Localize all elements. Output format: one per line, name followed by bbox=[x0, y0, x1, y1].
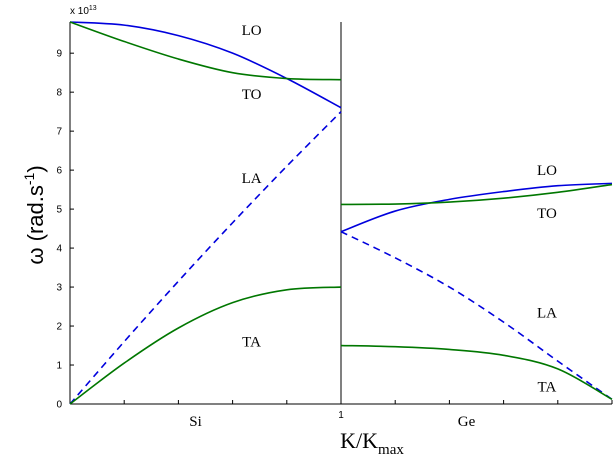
region-label-ge: Ge bbox=[458, 414, 476, 430]
label-layer: Si Ge LO TO LA TA LO TO LA TA bbox=[189, 23, 557, 430]
series-line-5 bbox=[340, 183, 613, 206]
y-exponent-power: 13 bbox=[89, 5, 97, 12]
axes-layer: 0 1 2 3 4 5 6 7 8 9 1 bbox=[56, 22, 613, 421]
series-line-3 bbox=[69, 286, 342, 405]
series-line-0 bbox=[69, 21, 342, 109]
branch-label-lo: LO bbox=[242, 23, 262, 39]
y-axis-label-main: ω (rad.s bbox=[23, 185, 48, 265]
y-tick-label: 7 bbox=[56, 127, 62, 138]
series-line-7 bbox=[340, 344, 613, 401]
y-tick-label: 5 bbox=[56, 205, 62, 216]
branch-label-to: TO bbox=[242, 87, 262, 103]
branch-label-lo: LO bbox=[537, 163, 557, 179]
y-tick-label: 1 bbox=[56, 361, 62, 372]
x-tick-label-center: 1 bbox=[338, 410, 344, 421]
branch-label-ta: TA bbox=[242, 335, 261, 351]
y-exponent-prefix: x 10 bbox=[70, 6, 89, 17]
series-line-1 bbox=[69, 21, 342, 81]
y-tick-label: 6 bbox=[56, 166, 62, 177]
series-line-4 bbox=[340, 182, 613, 233]
y-exponent-label: x 1013 bbox=[70, 5, 97, 17]
branch-label-ta: TA bbox=[538, 379, 557, 395]
branch-label-la: LA bbox=[242, 171, 262, 187]
y-axis-label-sup: -1 bbox=[21, 172, 37, 185]
y-tick-label: 9 bbox=[56, 49, 62, 60]
region-label-si: Si bbox=[189, 414, 202, 430]
branch-label-la: LA bbox=[537, 305, 557, 321]
y-tick-label: 3 bbox=[56, 283, 62, 294]
series-line-2 bbox=[69, 111, 342, 405]
y-axis-label: ω (rad.s-1) bbox=[21, 165, 48, 264]
y-tick-label: 4 bbox=[56, 244, 62, 255]
x-axis-label-main: K/K bbox=[340, 428, 378, 453]
series-line-6 bbox=[340, 230, 613, 400]
x-axis-label-sub: max bbox=[378, 442, 404, 458]
y-tick-label: 8 bbox=[56, 88, 62, 99]
y-axis-label-tail: ) bbox=[23, 165, 48, 172]
branch-label-to: TO bbox=[537, 206, 557, 222]
y-tick-label: 0 bbox=[56, 400, 62, 411]
series-layer bbox=[69, 21, 613, 405]
x-axis-label: K/Kmax bbox=[340, 428, 404, 458]
y-tick-label: 2 bbox=[56, 322, 62, 333]
